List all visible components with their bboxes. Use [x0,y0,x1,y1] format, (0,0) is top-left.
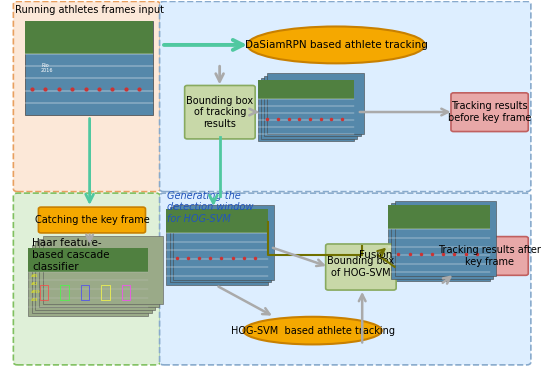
Text: Rio
2016: Rio 2016 [41,63,53,73]
Text: Generating the
detection window
for HOG-SVM: Generating the detection window for HOG-… [167,191,254,224]
FancyBboxPatch shape [32,245,152,313]
Text: #02: #02 [31,282,38,286]
FancyBboxPatch shape [25,21,153,54]
Text: #059: #059 [31,290,40,294]
FancyBboxPatch shape [388,205,490,229]
FancyBboxPatch shape [451,93,528,132]
FancyBboxPatch shape [160,1,531,192]
Text: Fusion: Fusion [359,250,392,260]
Text: DaSiamRPN based athlete tracking: DaSiamRPN based athlete tracking [245,40,427,50]
FancyBboxPatch shape [28,248,148,316]
FancyBboxPatch shape [388,205,490,281]
FancyBboxPatch shape [25,21,153,115]
FancyBboxPatch shape [35,242,156,310]
FancyBboxPatch shape [392,203,493,279]
FancyBboxPatch shape [42,236,163,304]
Text: #45: #45 [31,273,38,278]
Text: Running athletes frames input: Running athletes frames input [15,6,164,16]
Text: Tracking results
before key frame: Tracking results before key frame [448,101,531,123]
FancyBboxPatch shape [169,207,271,282]
Text: HOG-SVM  based athlete tracking: HOG-SVM based athlete tracking [230,326,394,336]
Ellipse shape [248,27,425,63]
FancyBboxPatch shape [166,209,268,285]
Text: Catching the key frame: Catching the key frame [35,215,150,225]
Text: Bounding box
of tracking
results: Bounding box of tracking results [186,95,254,129]
FancyBboxPatch shape [28,248,148,272]
FancyBboxPatch shape [173,205,274,280]
FancyBboxPatch shape [39,207,146,233]
Text: #18: #18 [31,298,38,302]
FancyBboxPatch shape [185,85,255,139]
FancyBboxPatch shape [267,73,364,134]
Text: Bounding box
of HOG-SVM: Bounding box of HOG-SVM [327,256,394,278]
FancyBboxPatch shape [160,193,531,365]
FancyBboxPatch shape [264,75,361,136]
FancyBboxPatch shape [326,244,396,290]
Ellipse shape [244,317,382,344]
FancyBboxPatch shape [394,201,497,276]
FancyBboxPatch shape [451,236,528,275]
Text: Tracking results after
key frame: Tracking results after key frame [438,245,541,267]
Text: Haar feature-
based cascade
classifier: Haar feature- based cascade classifier [32,238,109,272]
FancyBboxPatch shape [166,209,268,233]
FancyBboxPatch shape [261,78,358,138]
FancyBboxPatch shape [258,80,354,100]
FancyBboxPatch shape [13,1,160,192]
FancyBboxPatch shape [13,193,160,365]
FancyBboxPatch shape [39,239,159,307]
FancyBboxPatch shape [258,80,354,141]
